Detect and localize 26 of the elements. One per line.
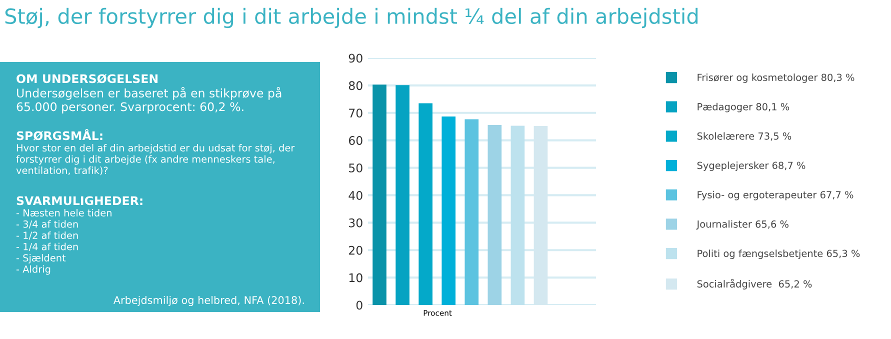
- text: SPØRGSMÅL:: [16, 129, 102, 140]
- legend-label: Frisører og kosmetologer 80,3 %: [698, 74, 854, 83]
- legend-label: Sygeplejersker 68,7 %: [697, 162, 806, 171]
- legend-label: Socialrådgivere 65,2 %: [697, 278, 812, 290]
- legend-label: Journalister 65,6 %: [696, 220, 788, 230]
- y-tick-label: 80: [348, 81, 362, 90]
- text: Hvor stor en del af din arbejdstid er du udsat for støj, der forstyrrer dig i dit arbejde (fx andre menneskers tale, ventilation, trafik)?: [16, 144, 295, 176]
- y-tick-label: 70: [349, 108, 362, 118]
- y-tick-label: 50: [349, 164, 362, 172]
- y-tick-label: 0: [356, 300, 362, 310]
- legend-label: Fysio- og ergoterapeuter 67,7 %: [698, 190, 854, 200]
- y-tick-label: 90: [348, 54, 362, 63]
- text: SVARMULIGHEDER:: [16, 196, 142, 206]
- y-tick-label: 20: [348, 246, 362, 255]
- text: - Næsten hele tiden - 3/4 af tiden - 1/2 af tiden - 1/4 af tiden - Sjældent - Aldrig: [16, 209, 112, 275]
- text: Arbejdsmiljø og helbred, NFA (2018).: [113, 296, 304, 306]
- text: OM UNDERSØGELSEN: [16, 74, 158, 84]
- legend-label: Pædagoger 80,1 %: [698, 102, 790, 112]
- text: Undersøgelsen er baseret på en stikprøve på 65.000 personer. Svarprocent: 60,2 %.: [16, 87, 282, 114]
- legend-label: Skolelærere 73,5 %: [697, 132, 792, 141]
- legend-label: Politi og fængselsbetjente 65,3 %: [698, 250, 860, 259]
- chart-title: Støj, der forstyrrer dig i dit arbejde i mindst ¼ del af din arbejdstid: [5, 8, 698, 28]
- y-tick-label: 10: [349, 273, 362, 282]
- y-tick-label: 40: [348, 190, 362, 200]
- y-tick-label: 30: [349, 218, 362, 228]
- y-tick-label: 60: [348, 136, 362, 145]
